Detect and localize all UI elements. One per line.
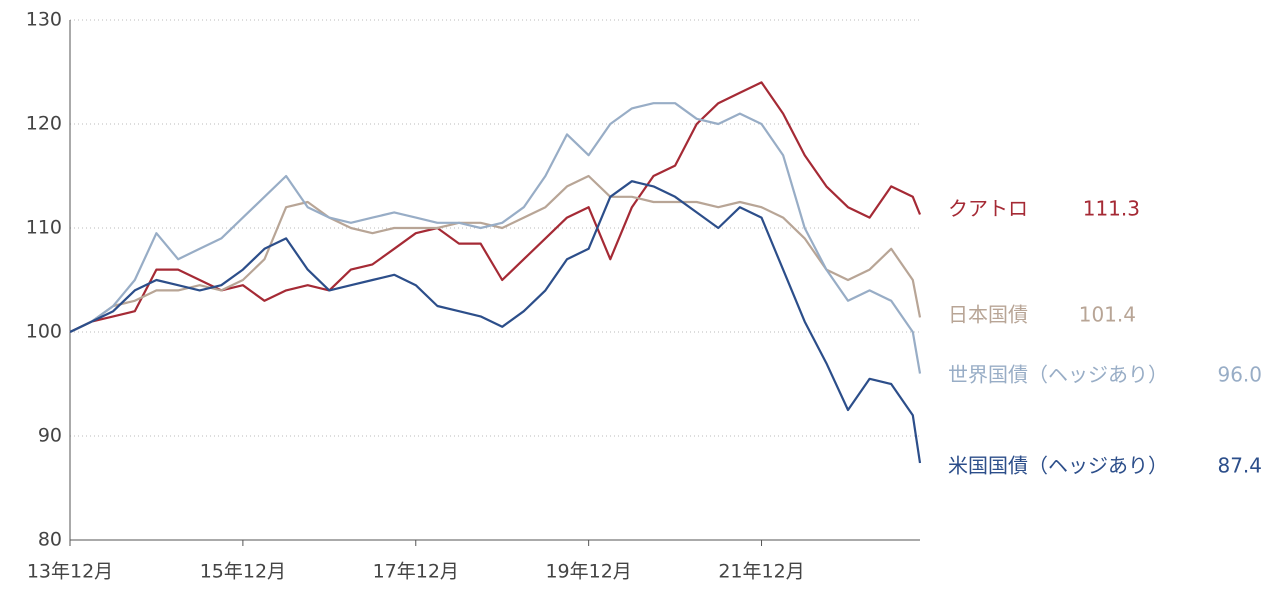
series-line (69, 174, 922, 333)
y-tick-label: 100 (26, 321, 62, 343)
x-tick-label: 15年12月 (200, 561, 286, 583)
legend-label: 米国国債（ヘッジあり） (948, 454, 1168, 478)
legend-label: 世界国債（ヘッジあり） (948, 363, 1168, 387)
y-tick-label: 90 (38, 425, 62, 447)
series-line (69, 102, 922, 374)
y-tick-label: 130 (26, 9, 62, 31)
y-tick-label: 80 (38, 529, 62, 551)
y-tick-label: 120 (26, 113, 62, 135)
end-value-label: 111.3 (1083, 197, 1140, 221)
legend-label: 日本国債 (948, 303, 1028, 327)
x-tick-label: 21年12月 (718, 561, 804, 583)
end-value-label: 101.4 (1079, 303, 1136, 327)
series-line (69, 180, 922, 464)
x-tick-label: 13年12月 (27, 561, 113, 583)
end-value-label: 96.0 (1217, 363, 1262, 387)
end-value-label: 87.4 (1217, 454, 1262, 478)
y-tick-label: 110 (26, 217, 62, 239)
legend-label: クアトロ (948, 197, 1028, 221)
x-tick-label: 17年12月 (373, 561, 459, 583)
x-tick-label: 19年12月 (545, 561, 631, 583)
